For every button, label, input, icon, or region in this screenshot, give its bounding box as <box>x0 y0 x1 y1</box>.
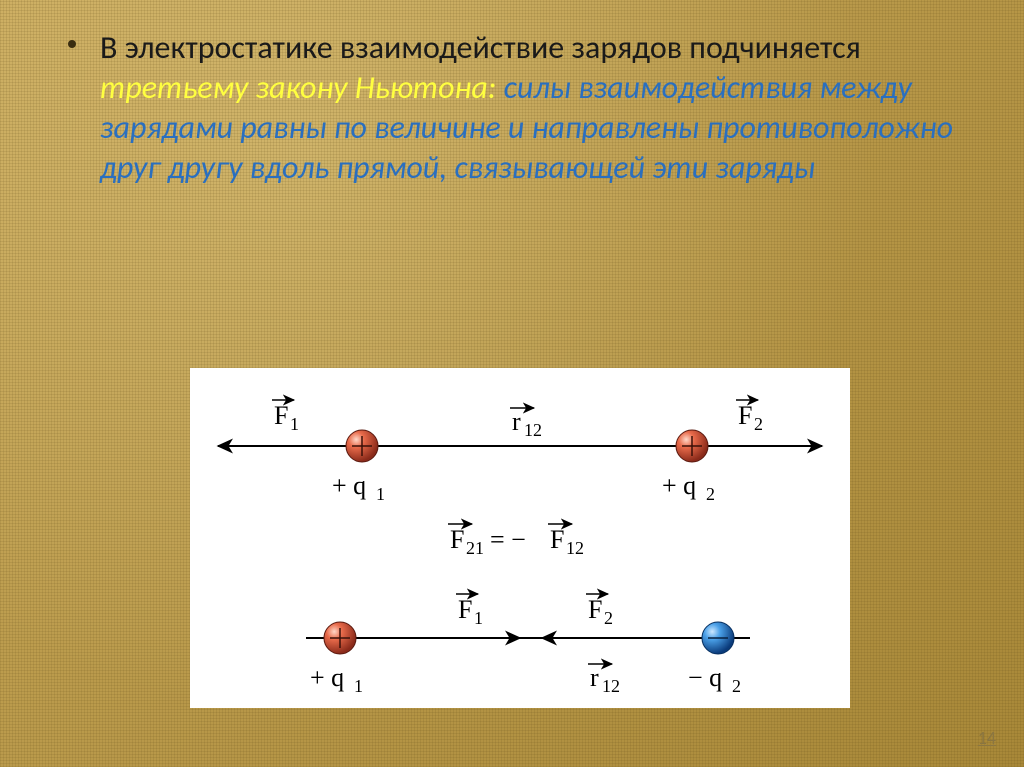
label-r12-top: r 12 <box>510 407 542 440</box>
svg-text:F: F <box>738 401 752 430</box>
svg-text:+ q: + q <box>310 663 344 692</box>
svg-text:2: 2 <box>706 484 715 504</box>
equation: F 21 = − F 12 <box>448 524 584 558</box>
svg-text:r: r <box>512 407 521 436</box>
text-part-1: В электростатике взаимодействие зарядов … <box>100 28 861 67</box>
svg-text:F: F <box>274 401 288 430</box>
diagram-svg: F 1 F 2 r 12 + q 1 + q 2 <box>190 368 850 708</box>
svg-text:12: 12 <box>566 538 584 558</box>
svg-text:12: 12 <box>602 676 620 696</box>
svg-text:F: F <box>458 595 472 624</box>
label-F2-bottom: F 2 <box>586 594 613 628</box>
svg-text:− q: − q <box>688 663 722 692</box>
slide: В электростатике взаимодействие зарядов … <box>0 0 1024 767</box>
svg-text:1: 1 <box>376 484 385 504</box>
svg-text:= −: = − <box>490 525 526 554</box>
body-text: В электростатике взаимодействие зарядов … <box>100 28 964 188</box>
svg-text:21: 21 <box>466 538 484 558</box>
label-F1-bottom: F 1 <box>456 594 483 628</box>
svg-text:F: F <box>588 595 602 624</box>
svg-text:12: 12 <box>524 420 542 440</box>
physics-diagram: F 1 F 2 r 12 + q 1 + q 2 <box>190 368 850 708</box>
label-q1-top: + q 1 <box>332 471 385 504</box>
svg-text:2: 2 <box>754 414 763 434</box>
svg-text:1: 1 <box>474 608 483 628</box>
label-q1-bottom: + q 1 <box>310 663 363 696</box>
label-F2-top: F 2 <box>736 400 763 434</box>
label-q2-top: + q 2 <box>662 471 715 504</box>
label-r12-bottom: r 12 <box>588 663 620 696</box>
bullet-dot <box>68 40 76 48</box>
svg-text:2: 2 <box>732 676 741 696</box>
svg-text:F: F <box>450 525 464 554</box>
svg-text:2: 2 <box>604 608 613 628</box>
label-q2-bottom: − q 2 <box>688 663 741 696</box>
page-number: 14 <box>978 727 996 749</box>
svg-text:+ q: + q <box>662 471 696 500</box>
svg-text:1: 1 <box>290 414 299 434</box>
svg-text:1: 1 <box>354 676 363 696</box>
svg-text:F: F <box>550 525 564 554</box>
svg-text:+ q: + q <box>332 471 366 500</box>
label-F1-top: F 1 <box>272 400 299 434</box>
svg-text:r: r <box>590 663 599 692</box>
text-part-2-yellow: третьему закону Ньютона: <box>100 68 496 107</box>
